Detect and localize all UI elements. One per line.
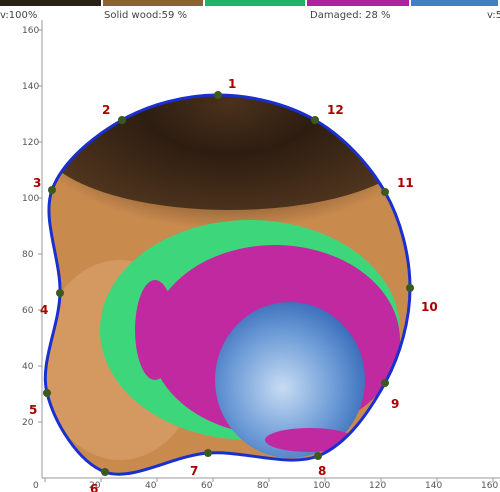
sensor-point [314,452,322,460]
legend-swatch [307,0,409,6]
x-tick-label: 20 [89,481,101,491]
sensor-label: 7 [190,464,198,478]
sensor-point [214,91,222,99]
sensor-point [311,116,319,124]
sensor-point [101,468,109,476]
x-tick-label: 80 [257,481,269,491]
sensor-label: 8 [318,464,326,478]
y-tick-label: 100 [22,194,39,204]
sensor-point [204,449,212,457]
x-tick-label: 0 [33,481,39,491]
legend-swatch [103,0,203,6]
sensor-label: 9 [391,397,399,411]
sensor-point [43,389,51,397]
y-tick-label: 20 [22,418,34,428]
y-tick-label: 140 [22,82,39,92]
sensor-label: 2 [102,103,110,117]
tomogram-image [45,95,410,475]
sensor-point [381,188,389,196]
x-tick-label: 100 [313,481,330,491]
x-tick-label: 120 [369,481,386,491]
sensor-point [118,116,126,124]
x-tick-label: 160 [481,481,498,491]
legend-swatch [0,0,101,6]
sensor-point [56,289,64,297]
sensor-label: 12 [327,103,344,117]
y-tick-label: 120 [22,138,39,148]
x-tick-label: 140 [425,481,442,491]
legend-label: Solid wood:59 % [104,10,187,21]
legend-label: v:100% [0,10,37,21]
sensor-point [48,186,56,194]
y-tick-label: 40 [22,362,34,372]
x-tick-label: 40 [145,481,157,491]
sensor-label: 6 [90,482,98,492]
legend-swatch [205,0,305,6]
sensor-point [381,379,389,387]
sensor-point [406,284,414,292]
sensor-label: 5 [29,403,37,417]
x-tick-label: 60 [201,481,213,491]
sensor-label: 4 [40,303,48,317]
y-tick-label: 80 [22,250,34,260]
sensor-label: 11 [397,176,414,190]
legend-label: Damaged: 28 % [310,10,391,21]
legend-label: v:5 [487,10,500,21]
y-tick-label: 60 [22,306,34,316]
legend-swatch [411,0,498,6]
y-tick-label: 160 [22,26,39,36]
sensor-label: 10 [421,300,438,314]
sensor-label: 1 [228,77,236,91]
sensor-label: 3 [33,176,41,190]
